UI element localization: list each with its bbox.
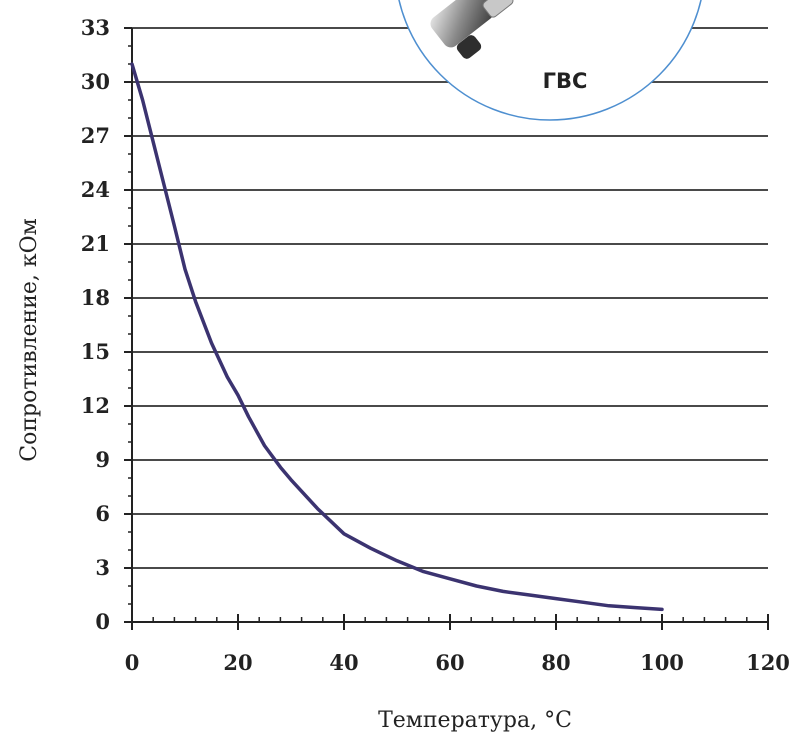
axes [124,27,769,630]
y-tick-label: 3 [95,555,110,580]
sensor-inset: ГВС [398,0,702,121]
y-tick-label: 6 [95,501,110,526]
inset-label: ГВС [543,69,588,93]
y-tick-label: 9 [95,447,110,472]
y-tick-label: 21 [81,231,110,256]
y-tick-label: 30 [81,69,110,94]
series-lines [130,62,664,612]
y-tick-label: 24 [81,177,110,202]
y-tick-label: 33 [81,15,110,40]
y-tick-label: 12 [81,393,110,418]
x-tick-label: 40 [329,650,358,675]
x-axis-title: Температура, °C [378,708,572,733]
x-tick-label: 80 [541,650,570,675]
x-tick-label: 100 [640,650,684,675]
y-tick-label: 18 [81,285,110,310]
series-line [130,62,664,612]
y-tick-label: 0 [95,609,110,634]
x-tick-label: 0 [125,650,140,675]
sensor-image [430,0,514,59]
y-tick-label: 27 [81,123,110,148]
y-tick-label: 15 [81,339,110,364]
y-axis-title: Сопротивление, кОм [17,218,42,462]
tick-labels: 0 3 6 9 12 15 18 21 24 27 30 33 0 20 40 60 80 100 120 [81,15,790,675]
x-tick-label: 20 [223,650,252,675]
x-tick-label: 60 [435,650,464,675]
grid-lines [132,27,768,569]
x-tick-label: 120 [746,650,790,675]
